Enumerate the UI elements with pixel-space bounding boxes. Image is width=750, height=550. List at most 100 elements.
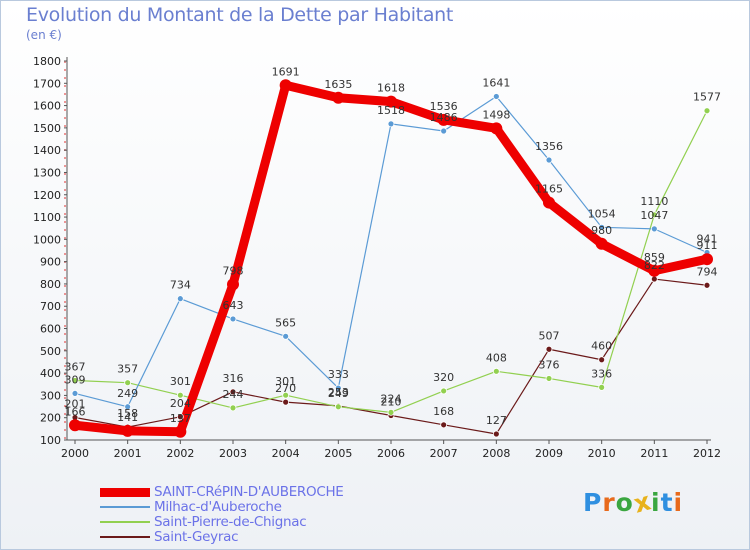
data-point-2 — [334, 403, 342, 411]
data-label-3: 316 — [223, 372, 244, 385]
data-point-1 — [440, 127, 448, 135]
data-point-0 — [543, 196, 555, 209]
proxiti-logo: Proxiti — [583, 486, 684, 519]
data-point-1 — [650, 225, 658, 233]
x-tick-label: 2007 — [430, 447, 458, 460]
legend-swatch — [100, 536, 150, 538]
data-label-1: 309 — [65, 373, 86, 386]
data-point-3 — [229, 388, 237, 396]
data-point-1 — [598, 223, 606, 231]
data-point-1 — [282, 332, 290, 340]
x-tick-label: 2001 — [114, 447, 142, 460]
data-point-1 — [176, 295, 184, 303]
data-label-2: 336 — [591, 367, 612, 380]
legend-label: Saint-Pierre-de-Chignac — [154, 514, 307, 530]
x-tick-label: 2000 — [61, 447, 89, 460]
x-tick-label: 2005 — [324, 447, 352, 460]
y-tick-label: 1100 — [33, 211, 61, 224]
data-point-3 — [545, 345, 553, 353]
data-label-0: 1618 — [377, 82, 405, 95]
legend-label: SAINT-CRéPIN-D'AUBEROCHE — [154, 484, 344, 500]
data-point-0 — [701, 253, 713, 266]
legend-label: Saint-Geyrac — [154, 529, 239, 545]
data-label-1: 643 — [223, 299, 244, 312]
data-point-2 — [124, 379, 132, 387]
data-label-0: 1165 — [535, 183, 563, 196]
data-point-1 — [492, 93, 500, 100]
data-point-2 — [387, 408, 395, 416]
data-label-3: 204 — [170, 397, 191, 410]
data-label-0: 911 — [697, 239, 718, 252]
data-point-1 — [545, 156, 553, 164]
data-point-3 — [440, 421, 448, 429]
data-point-1 — [124, 403, 132, 411]
y-tick-label: 800 — [40, 278, 61, 291]
chart-subtitle: (en €) — [26, 28, 62, 42]
data-label-0: 141 — [117, 411, 138, 424]
y-tick-label: 300 — [40, 389, 61, 402]
data-point-0 — [385, 95, 397, 108]
y-tick-label: 1200 — [33, 189, 61, 202]
data-label-1: 941 — [697, 233, 718, 246]
data-label-2: 376 — [539, 358, 560, 371]
series-line-2 — [74, 110, 708, 413]
data-point-2 — [229, 404, 237, 412]
data-label-0: 1536 — [430, 100, 458, 113]
data-point-0 — [648, 264, 661, 277]
x-tick-label: 2004 — [272, 447, 300, 460]
data-label-3: 507 — [539, 329, 560, 342]
legend-swatch — [100, 521, 150, 523]
y-tick-label: 900 — [40, 256, 61, 269]
data-label-0: 798 — [223, 264, 244, 277]
data-label-2: 1577 — [693, 91, 721, 104]
legend-label: Milhac-d'Auberoche — [154, 499, 282, 515]
data-point-3 — [176, 413, 184, 421]
data-label-1: 1641 — [482, 76, 510, 89]
data-point-0 — [121, 424, 134, 437]
data-label-1: 1054 — [588, 207, 616, 220]
data-point-1 — [387, 120, 395, 128]
data-label-0: 1691 — [272, 65, 300, 78]
data-point-2 — [545, 375, 553, 382]
data-point-3 — [650, 275, 658, 283]
data-point-0 — [279, 79, 292, 92]
data-label-3: 794 — [697, 265, 718, 278]
data-label-0: 1498 — [482, 108, 510, 121]
data-point-2 — [282, 391, 290, 399]
data-label-1: 734 — [170, 279, 191, 292]
data-label-3: 822 — [644, 259, 665, 272]
data-label-2: 408 — [486, 351, 507, 364]
data-label-1: 1047 — [640, 209, 668, 222]
data-label-2: 367 — [65, 360, 86, 373]
y-tick-label: 200 — [40, 412, 61, 425]
data-label-0: 859 — [644, 251, 665, 264]
y-tick-label: 100 — [40, 434, 61, 447]
data-point-0 — [174, 425, 187, 438]
x-tick-label: 2010 — [588, 447, 616, 460]
x-tick-label: 2002 — [166, 447, 194, 460]
data-label-3: 270 — [275, 382, 296, 395]
data-label-1: 249 — [117, 387, 138, 400]
data-point-0 — [332, 91, 345, 104]
data-point-0 — [227, 278, 239, 291]
y-tick-label: 600 — [40, 323, 61, 336]
data-label-2: 320 — [433, 371, 454, 384]
legend-swatch — [100, 487, 150, 497]
x-tick-label: 2012 — [693, 447, 721, 460]
data-point-3 — [598, 356, 606, 364]
data-label-0: 1635 — [324, 78, 352, 91]
data-label-3: 127 — [486, 414, 507, 427]
data-label-2: 244 — [223, 388, 244, 401]
y-tick-label: 1300 — [33, 166, 61, 179]
x-tick-label: 2009 — [535, 447, 563, 460]
data-point-2 — [703, 107, 711, 115]
x-tick-label: 2003 — [219, 447, 247, 460]
data-point-2 — [598, 383, 606, 391]
y-tick-label: 1400 — [33, 144, 61, 157]
data-label-3: 158 — [117, 407, 138, 420]
data-point-0 — [490, 122, 503, 135]
y-tick-label: 700 — [40, 300, 61, 313]
data-point-0 — [595, 237, 608, 250]
y-tick-label: 1000 — [33, 233, 61, 246]
